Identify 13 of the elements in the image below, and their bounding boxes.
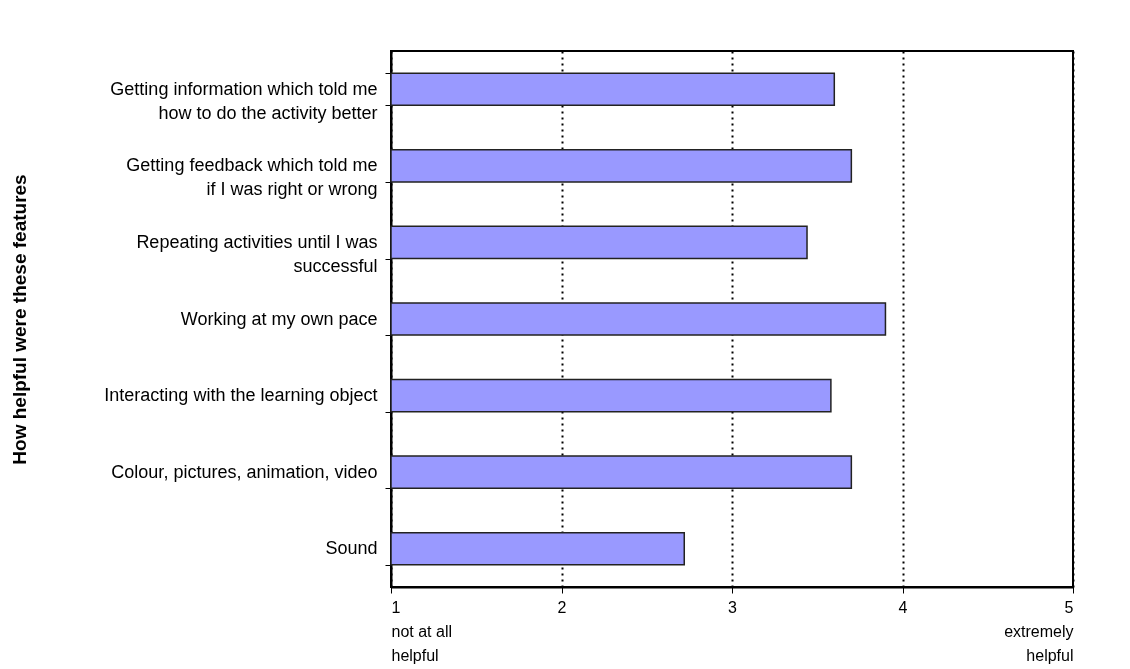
y-tick-label: Interacting with the learning object [104, 385, 378, 406]
y-tick-label: Colour, pictures, animation, video [111, 461, 378, 482]
x-tick-label: 1 not at all helpful [391, 598, 452, 664]
y-tick-label: Sound [325, 538, 378, 559]
x-tick-label: 2 [557, 598, 567, 616]
y-axis-title: How helpful were these features [8, 174, 30, 465]
y-tick-label: Working at my own pace [180, 308, 378, 329]
x-tick-label: 5 extremely helpful [1004, 598, 1074, 664]
y-tick-label: Repeating activities until I was successful [136, 231, 378, 276]
y-tick-label: Getting feedback which told me if I was right or wrong [126, 155, 378, 200]
x-tick-label: 3 [728, 598, 738, 616]
y-tick-label: Getting information which told me how to do the activity better [110, 78, 378, 123]
x-tick-label: 4 [898, 598, 908, 616]
